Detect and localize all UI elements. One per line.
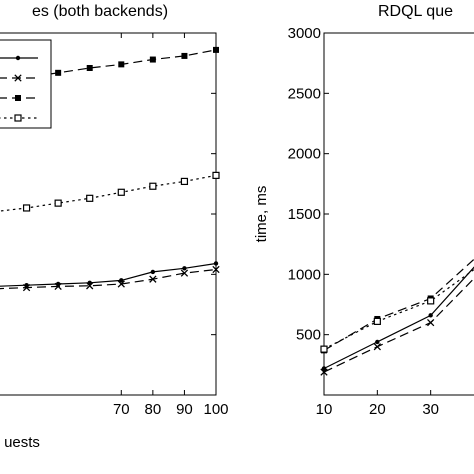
- left-series-1-point: [213, 261, 219, 266]
- legend-box: [0, 39, 52, 129]
- legend-items: [0, 55, 38, 122]
- left-series-4-point: [180, 177, 189, 186]
- left-series-4-point: [86, 194, 94, 202]
- right-y-tick-label: 1500: [288, 206, 321, 223]
- left-series-line-2: [0, 268, 217, 290]
- right-tick-group: 10 20 30 500 1000 1500 2000 2500 3000: [288, 25, 439, 418]
- left-chart-title: es (both backends): [32, 3, 168, 20]
- right-series-line-4: [323, 268, 474, 350]
- right-series-1-point: [375, 339, 380, 345]
- left-series-3-point: [86, 64, 93, 71]
- left-series-2-point: [149, 275, 157, 283]
- right-y-axis-label: time, ms: [253, 186, 270, 243]
- right-series-group: [320, 258, 474, 376]
- left-series-1-point: [182, 266, 187, 271]
- legend: [0, 39, 52, 129]
- right-plot-frame: [323, 32, 474, 396]
- right-series-line-1: [323, 266, 474, 370]
- legend-marker-2: [14, 74, 22, 82]
- left-series-4-point: [22, 204, 31, 212]
- left-x-tick-label: 70: [113, 401, 130, 418]
- legend-marker-1: [15, 55, 21, 61]
- left-series-line-4: [0, 174, 217, 212]
- left-series-2-point: [212, 265, 220, 274]
- right-y-tick-label: 2500: [288, 85, 321, 102]
- left-series-1-point: [119, 278, 124, 283]
- legend-marker-4: [14, 114, 22, 122]
- right-y-tick-label: 2000: [288, 146, 321, 163]
- left-series-2-point: [22, 283, 31, 292]
- left-x-tick-label: 90: [176, 401, 193, 418]
- right-series-2-point: [427, 318, 435, 327]
- right-series-line-3: [323, 258, 474, 351]
- right-series-4-point: [373, 317, 381, 325]
- left-series-3-point: [213, 46, 219, 53]
- left-series-4-point: [149, 182, 157, 190]
- left-series-3-point: [55, 69, 62, 76]
- left-series-group: [0, 46, 220, 292]
- legend-marker-3: [15, 95, 21, 101]
- right-series-4-point: [427, 297, 435, 305]
- left-series-4-point: [212, 171, 220, 179]
- left-series-line-1: [0, 262, 217, 287]
- left-x-tick-label: 80: [145, 401, 162, 418]
- right-x-tick-label: 30: [422, 401, 439, 418]
- right-series-2-point: [320, 368, 328, 376]
- right-series-4-point: [320, 345, 328, 353]
- right-y-tick-label: 3000: [288, 25, 321, 42]
- left-series-2-point: [180, 269, 189, 277]
- left-series-2-point: [54, 282, 62, 291]
- left-series-3-point: [149, 56, 156, 63]
- left-series-2-point: [117, 280, 125, 288]
- right-series-line-2: [323, 277, 474, 373]
- left-series-line-3: [0, 49, 217, 84]
- right-series-1-point: [428, 313, 433, 318]
- left-series-2-point: [86, 282, 94, 290]
- left-series-3-point: [118, 61, 125, 68]
- right-y-tick-label: 1000: [288, 266, 321, 283]
- right-series-1-point: [321, 366, 327, 371]
- left-x-axis-label: uests: [4, 434, 40, 451]
- right-y-tick-label: 500: [296, 327, 321, 344]
- left-chart: es (both backends) 70 80 90 100 uests: [0, 3, 229, 451]
- right-x-tick-label: 20: [369, 401, 386, 418]
- left-series-3-point: [181, 52, 188, 59]
- left-tick-group: 70 80 90 100: [113, 32, 229, 418]
- left-series-4-point: [117, 188, 125, 196]
- left-x-tick-label: 100: [203, 401, 228, 418]
- right-series-2-point: [373, 343, 381, 351]
- left-series-4-point: [54, 199, 62, 207]
- right-chart: RDQL que 10 20 30 500 1000 1500 2000 2500 3000 t…: [253, 3, 474, 418]
- right-x-tick-label: 10: [316, 401, 333, 418]
- left-series-1-point: [150, 269, 156, 275]
- right-chart-title: RDQL que: [378, 3, 453, 20]
